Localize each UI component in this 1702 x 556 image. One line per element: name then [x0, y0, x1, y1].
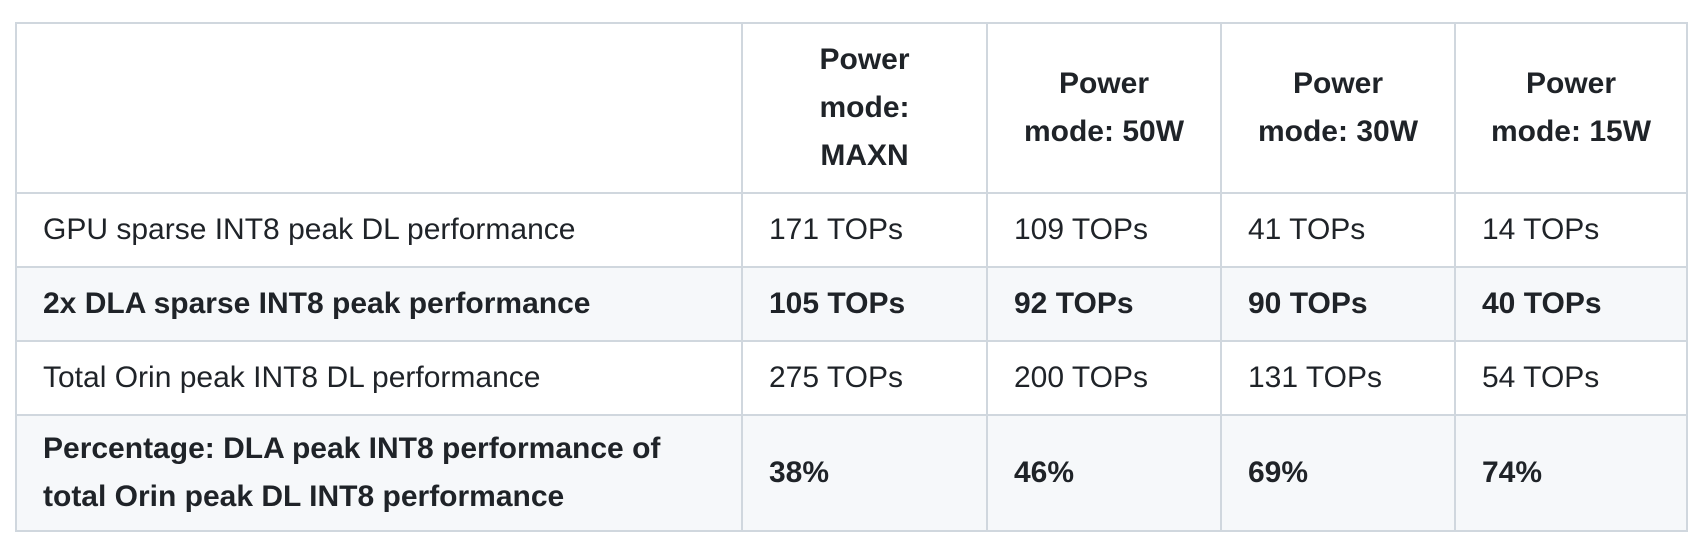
- cell: 46%: [986, 414, 1222, 532]
- cell: 92 TOPs: [986, 266, 1222, 342]
- table-row: Total Orin peak INT8 DL performance 275 T…: [15, 340, 1688, 416]
- row-label: 2x DLA sparse INT8 peak performance: [15, 266, 743, 342]
- cell: 109 TOPs: [986, 192, 1222, 268]
- header-cell: Power mode: 15W: [1454, 22, 1688, 194]
- table-row: 2x DLA sparse INT8 peak performance 105 T…: [15, 266, 1688, 342]
- cell: 69%: [1220, 414, 1456, 532]
- header-cell: Power mode: 30W: [1220, 22, 1456, 194]
- row-label: Total Orin peak INT8 DL performance: [15, 340, 743, 416]
- row-label: Percentage: DLA peak INT8 performance of…: [15, 414, 743, 532]
- cell: 38%: [741, 414, 988, 532]
- cell: 41 TOPs: [1220, 192, 1456, 268]
- row-label: GPU sparse INT8 peak DL performance: [15, 192, 743, 268]
- header-cell: [15, 22, 743, 194]
- cell: 131 TOPs: [1220, 340, 1456, 416]
- cell: 275 TOPs: [741, 340, 988, 416]
- cell: 200 TOPs: [986, 340, 1222, 416]
- header-cell: Power mode: 50W: [986, 22, 1222, 194]
- header-cell: Power mode: MAXN: [741, 22, 988, 194]
- header-row: Power mode: MAXN Power mode: 50W Power mod…: [15, 22, 1688, 194]
- cell: 54 TOPs: [1454, 340, 1688, 416]
- data-table: Power mode: MAXN Power mode: 50W Power mod…: [15, 22, 1688, 532]
- table-row: GPU sparse INT8 peak DL performance 171 T…: [15, 192, 1688, 268]
- cell: 90 TOPs: [1220, 266, 1456, 342]
- cell: 105 TOPs: [741, 266, 988, 342]
- cell: 14 TOPs: [1454, 192, 1688, 268]
- cell: 74%: [1454, 414, 1688, 532]
- table-row: Percentage: DLA peak INT8 performance of…: [15, 414, 1688, 532]
- cell: 40 TOPs: [1454, 266, 1688, 342]
- cell: 171 TOPs: [741, 192, 988, 268]
